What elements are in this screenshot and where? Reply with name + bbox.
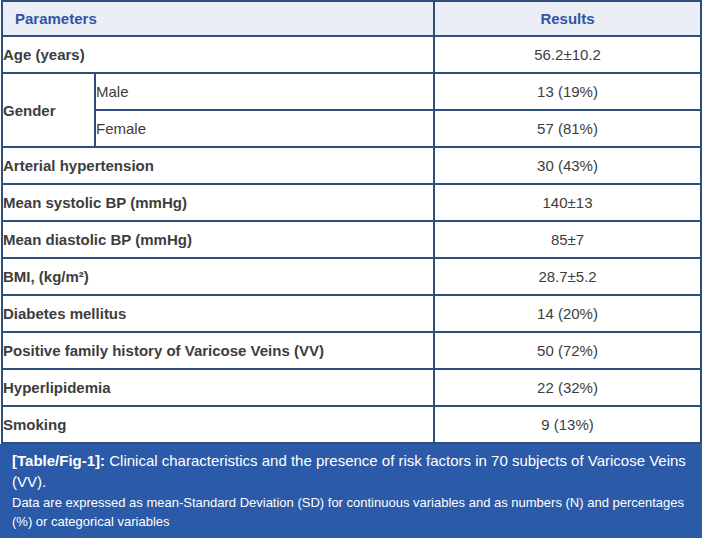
- row-result: 56.2±10.2: [434, 36, 701, 73]
- table-row-diastolic-bp: Mean diastolic BP (mmHg) 85±7: [2, 221, 701, 258]
- row-label: Diabetes mellitus: [2, 295, 434, 332]
- row-group-label: Gender: [2, 73, 95, 147]
- row-result: 22 (32%): [434, 369, 701, 406]
- table-row-gender-male: Gender Male 13 (19%): [2, 73, 701, 110]
- row-label: Mean diastolic BP (mmHg): [2, 221, 434, 258]
- table-row-systolic-bp: Mean systolic BP (mmHg) 140±13: [2, 184, 701, 221]
- row-result: 14 (20%): [434, 295, 701, 332]
- row-label: Arterial hypertension: [2, 147, 434, 184]
- caption-title-line: [Table/Fig-1]: Clinical characteristics …: [12, 451, 688, 492]
- caption-tag: [Table/Fig-1]:: [12, 452, 105, 469]
- caption-title: Clinical characteristics and the presenc…: [12, 452, 686, 490]
- table-row-gender-female: Female 57 (81%): [2, 110, 701, 147]
- row-label: Hyperlipidemia: [2, 369, 434, 406]
- row-result: 13 (19%): [434, 73, 701, 110]
- table-row-bmi: BMI, (kg/m²) 28.7±5.2: [2, 258, 701, 295]
- table-row-arterial-hypertension: Arterial hypertension 30 (43%): [2, 147, 701, 184]
- table-row-diabetes: Diabetes mellitus 14 (20%): [2, 295, 701, 332]
- row-result: 28.7±5.2: [434, 258, 701, 295]
- row-label: BMI, (kg/m²): [2, 258, 434, 295]
- row-label: Age (years): [2, 36, 434, 73]
- row-sublabel: Female: [95, 110, 434, 147]
- row-label: Positive family history of Varicose Vein…: [2, 332, 434, 369]
- table-row-age: Age (years) 56.2±10.2: [2, 36, 701, 73]
- table-row-smoking: Smoking 9 (13%): [2, 406, 701, 443]
- row-result: 140±13: [434, 184, 701, 221]
- header-row: Parameters Results: [2, 1, 701, 36]
- table-row-family-history: Positive family history of Varicose Vein…: [2, 332, 701, 369]
- table-figure-page: Parameters Results Age (years) 56.2±10.2…: [0, 0, 702, 542]
- row-result: 85±7: [434, 221, 701, 258]
- row-result: 30 (43%): [434, 147, 701, 184]
- row-result: 57 (81%): [434, 110, 701, 147]
- figure-caption: [Table/Fig-1]: Clinical characteristics …: [0, 444, 702, 538]
- row-label: Mean systolic BP (mmHg): [2, 184, 434, 221]
- column-header-parameters: Parameters: [2, 1, 434, 36]
- row-result: 9 (13%): [434, 406, 701, 443]
- column-header-results: Results: [434, 1, 701, 36]
- row-sublabel: Male: [95, 73, 434, 110]
- row-result: 50 (72%): [434, 332, 701, 369]
- row-label: Smoking: [2, 406, 434, 443]
- table-row-hyperlipidemia: Hyperlipidemia 22 (32%): [2, 369, 701, 406]
- caption-note: Data are expressed as mean-Standard Devi…: [12, 494, 688, 531]
- clinical-characteristics-table: Parameters Results Age (years) 56.2±10.2…: [1, 0, 702, 444]
